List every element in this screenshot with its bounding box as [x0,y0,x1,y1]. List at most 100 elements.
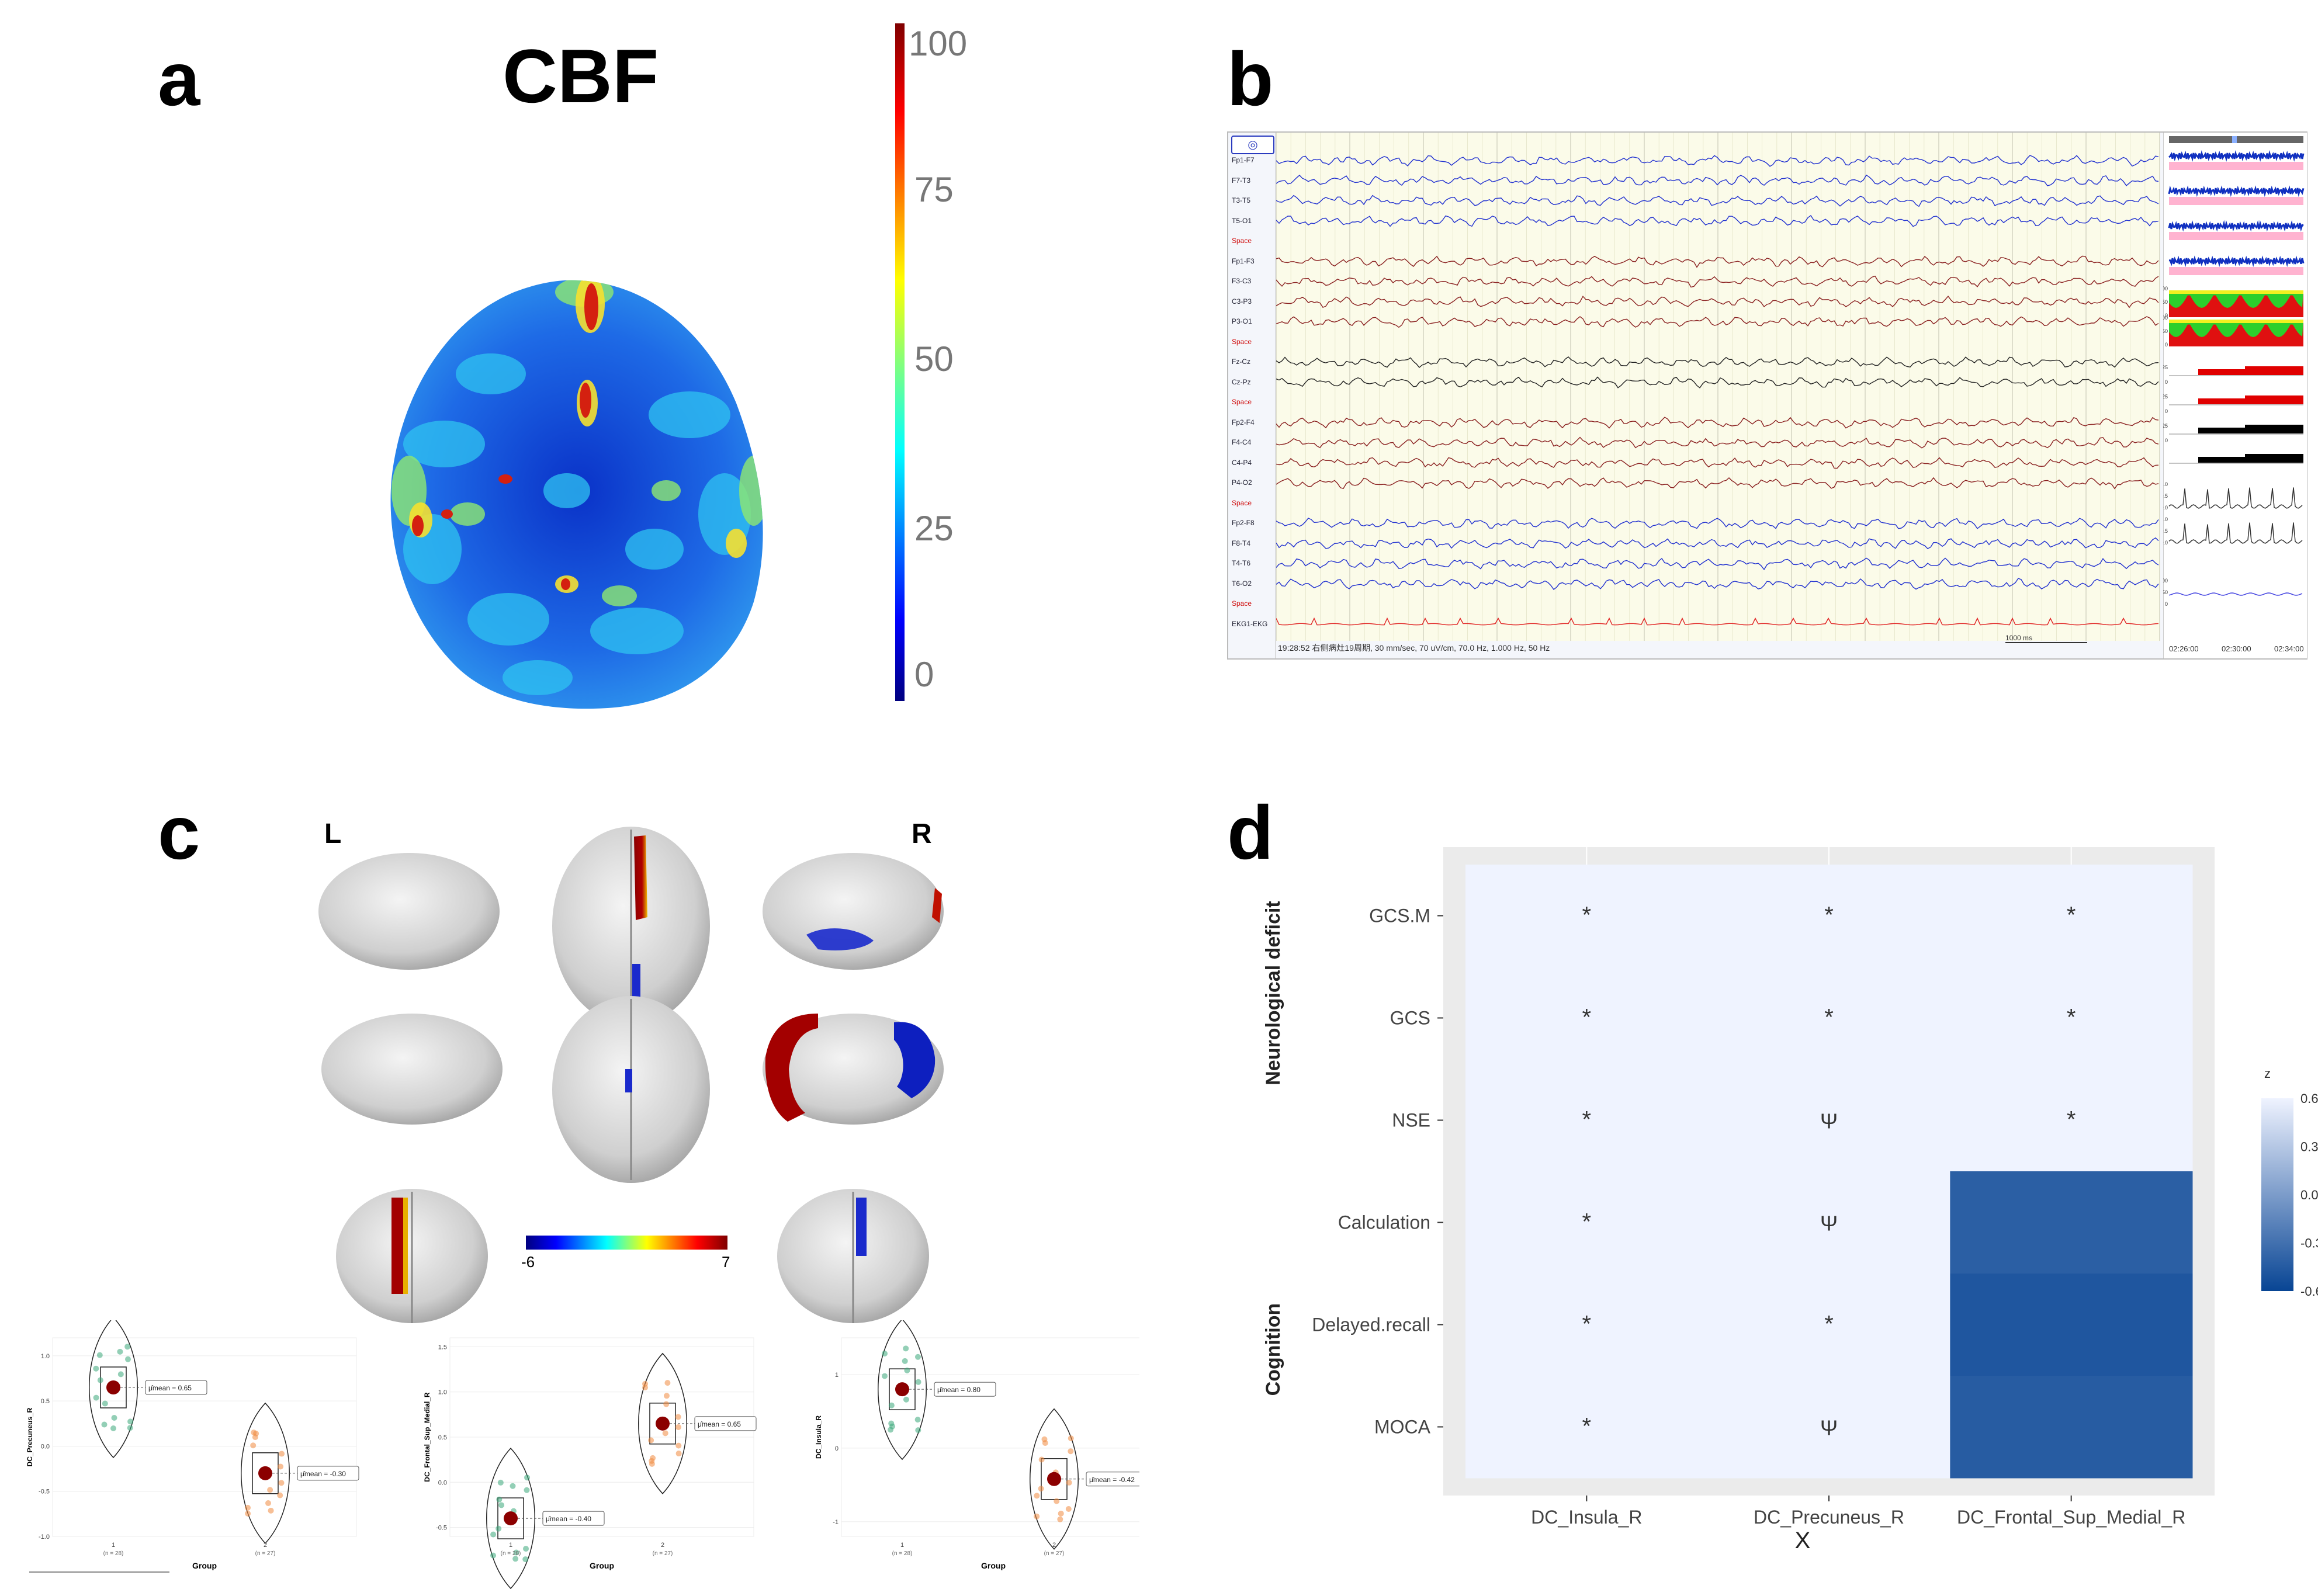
eeg-scale-label: 1000 ms [2005,634,2033,642]
eeg-trace-f8-t4 [1276,537,2159,549]
eeg-channel-label: Cz-Pz [1232,377,1251,386]
panel-label-a: a [158,36,200,122]
violin-mean-point [656,1416,670,1431]
violin-point [102,1400,108,1407]
violin-point [649,1460,655,1467]
violin-point [496,1496,503,1503]
violin-point [277,1492,283,1498]
eeg-channel-label: T5-O1 [1232,216,1252,225]
heatmap-cell-symbol: * [2067,1107,2076,1133]
violin-shape [89,1320,138,1459]
heatmap-cell-symbol: Ψ [1820,1212,1838,1236]
heatmap-x-title: X [1795,1528,1811,1553]
violin-n-label: (n = 28) [892,1550,913,1557]
violin-mean-point [106,1380,120,1394]
violin-point [93,1394,99,1401]
trend-tick-label: 0 [2165,379,2168,385]
violin-shape [241,1402,290,1544]
violin-shape [878,1320,927,1460]
heatmap-chart: * * * * * * * Ψ * * Ψ * * * Ψ GCS.M GCS NSE Calculation Del… [1262,847,2318,1553]
trend-tick-label: 0 [2165,342,2168,348]
heatmap-cell [1465,865,1709,967]
trend-tick-label: 0 [2165,438,2168,443]
violin-point [663,1401,670,1407]
cbf-title: CBF [503,33,659,119]
eeg-trace-t6-o2 [1276,578,2159,590]
eeg-traces [1276,133,2160,641]
eeg-channel-label: F8-T4 [1232,539,1251,547]
trend-tick-label: 100 [2163,315,2168,321]
violin-xlabel: Group [590,1561,614,1570]
eeg-channel-label: F3-C3 [1232,277,1252,285]
brain-surface-renders [318,827,944,1323]
heatmap-x-label: DC_Precuneus_R [1754,1507,1904,1528]
heatmap-cell [1950,1274,2193,1376]
violin-ytick: 1.5 [438,1344,447,1351]
heatmap-y-label: Calculation [1338,1212,1430,1233]
trend-tick-label: 1.0 [2163,481,2168,487]
eeg-channel-label: EKG1-EKG [1232,619,1268,628]
heatmap-y-label: Delayed.recall [1312,1314,1430,1335]
trend-line-trace [2168,487,2303,509]
violin-n-label: (n = 28) [103,1550,124,1557]
trend-band [2169,267,2303,275]
trend-blue-line [2168,592,2303,596]
heatmap-cell [1950,865,2193,967]
violin-mean-label: μ̂mean = 0.65 [698,1420,741,1428]
violin-plots: 1.0 0.5 0.0 -0.5 -1.0 DC_Precuneus_R Group μ̂me… [26,1320,1139,1589]
violin-point [278,1463,284,1470]
trend-step-bar [2169,425,2303,433]
eeg-trend-time-3: 02:34:00 [2274,644,2304,653]
violin-point [124,1356,131,1362]
panel-c: L R [0,789,1139,1596]
heatmap-cell-symbol: * [2067,1005,2076,1031]
violin-point [497,1479,504,1486]
eeg-trace-ekg1-ekg [1276,617,2159,626]
brain-dorsal-top [552,827,710,1025]
violin-point [1054,1498,1060,1504]
eeg-channel-label: F4-C4 [1232,438,1252,446]
violin-ytick: -1 [833,1519,839,1526]
trend-tick-label: 0.0 [2163,540,2168,546]
eeg-target-icon[interactable]: ◎ [1231,136,1274,154]
eeg-trace-t4-t6 [1276,557,2159,571]
violin-ylabel: DC_Precuneus_R [26,1407,34,1466]
violin-point [642,1385,649,1391]
eeg-channel-label: Fp2-F8 [1232,519,1255,527]
violin-point [110,1425,116,1431]
violin-group-tick: 1 [900,1542,904,1549]
violin-ytick: 0.5 [41,1398,50,1405]
violin-point [117,1348,123,1355]
trend-step-bar [2169,395,2303,404]
heatmap-y-label: NSE [1392,1110,1430,1131]
violin-point [252,1434,258,1441]
trend-band [2169,197,2303,205]
violin-group-tick: 1 [509,1542,512,1549]
brain-colorbar-max: 7 [722,1253,730,1271]
trend-tick-label: 0.5 [2163,528,2168,534]
violin-point [124,1344,131,1350]
violin-ylabel: DC_Insula_R [815,1415,823,1459]
hemisphere-right-label: R [912,818,932,849]
violin-point [882,1373,888,1379]
violin-point [675,1414,681,1420]
violin-mean-label: μ̂mean = 0.80 [937,1386,980,1394]
violin-shape [638,1352,687,1494]
violin-point [915,1427,921,1434]
trend-timeline-cursor [2232,136,2237,143]
violin-n-label: (n = 27) [1044,1550,1065,1557]
heatmap-cell-symbol: * [1824,1312,1834,1337]
violin-point [96,1352,103,1358]
eeg-trace-fp2-f4 [1276,417,2159,429]
trend-tick-label: 25 [2163,423,2168,429]
cbf-brain-slice [390,280,763,709]
violin-point [512,1556,519,1562]
trend-tick-label: 50 [2163,299,2168,305]
violin-point [1065,1506,1072,1512]
cbf-brain-map [390,280,763,709]
eeg-channel-label: C4-P4 [1232,458,1252,467]
panel-a: CBF [0,0,1052,730]
trend-band [2169,232,2303,240]
trend-compressed-eeg [2168,220,2304,232]
eeg-channel-label: T3-T5 [1232,196,1251,204]
